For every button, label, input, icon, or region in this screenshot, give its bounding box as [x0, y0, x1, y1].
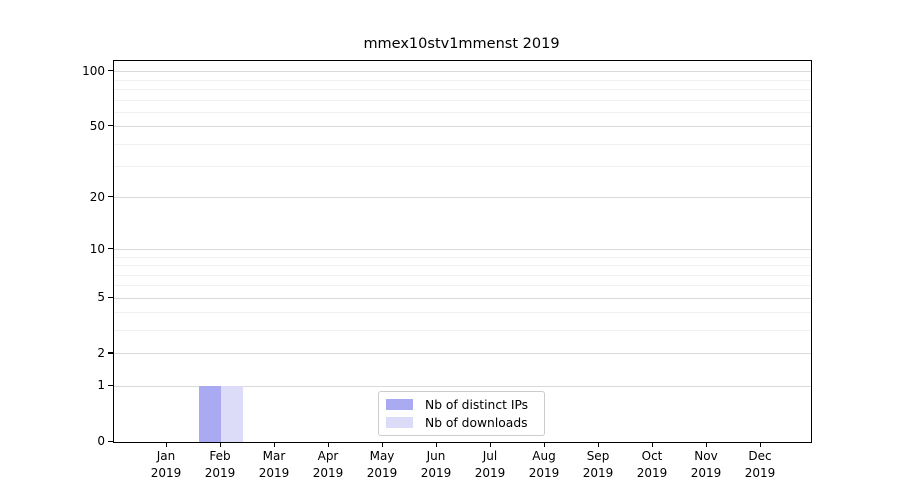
legend-swatch-distinct-ips-icon — [386, 399, 413, 410]
y-major-gridline — [114, 197, 811, 199]
x-axis-tick — [759, 442, 761, 447]
y-minor-gridline — [114, 143, 811, 145]
x-axis-tick — [651, 442, 653, 447]
x-tick-label: Dec 2019 — [744, 449, 776, 480]
bar-distinct-ips — [199, 386, 221, 442]
y-tick-label: 50 — [89, 118, 105, 133]
y-major-gridline — [114, 385, 811, 387]
y-minor-gridline — [114, 99, 811, 101]
x-axis-tick — [219, 442, 221, 447]
y-tick-label: 1 — [97, 378, 105, 393]
x-axis-tick — [381, 442, 383, 447]
y-minor-gridline — [114, 88, 811, 90]
x-axis-tick — [165, 442, 167, 447]
plot-area: Nb of distinct IPs Nb of downloads — [113, 60, 812, 443]
y-axis-tick — [108, 248, 113, 250]
y-tick-label: 0 — [97, 434, 105, 448]
x-axis-tick — [489, 442, 491, 447]
y-major-gridline — [114, 297, 811, 299]
y-axis-tick — [108, 440, 113, 442]
x-tick-label: Feb 2019 — [204, 449, 236, 480]
y-minor-gridline — [114, 111, 811, 113]
y-major-gridline — [114, 71, 811, 73]
y-tick-label: 5 — [97, 290, 105, 305]
y-tick-label: 2 — [97, 345, 105, 360]
x-tick-label: May 2019 — [366, 449, 398, 480]
y-axis-tick — [108, 296, 113, 298]
y-major-gridline — [114, 126, 811, 128]
y-minor-gridline — [114, 265, 811, 267]
x-axis-tick — [273, 442, 275, 447]
x-axis-tick — [435, 442, 437, 447]
y-minor-gridline — [114, 256, 811, 258]
y-minor-gridline — [114, 330, 811, 332]
y-tick-label: 100 — [82, 63, 105, 78]
y-tick-label: 10 — [89, 241, 105, 256]
y-minor-gridline — [114, 312, 811, 314]
legend: Nb of distinct IPs Nb of downloads — [378, 391, 545, 436]
y-axis-tick — [108, 352, 113, 354]
y-major-gridline — [114, 353, 811, 355]
bar-downloads — [221, 386, 243, 442]
x-axis-tick — [705, 442, 707, 447]
y-axis-tick — [108, 384, 113, 387]
x-tick-label: Jan 2019 — [150, 449, 182, 480]
y-tick-label: 20 — [89, 189, 105, 204]
chart-title: mmex10stv1mmenst 2019 — [363, 36, 560, 52]
legend-label-distinct-ips: Nb of distinct IPs — [425, 397, 529, 412]
legend-item-downloads: Nb of downloads — [386, 416, 544, 430]
x-tick-label: Mar 2019 — [258, 449, 290, 480]
y-axis-tick — [108, 125, 113, 127]
x-tick-label: Jul 2019 — [474, 449, 506, 480]
x-axis-tick — [543, 442, 545, 447]
x-tick-label: Oct 2019 — [636, 449, 668, 480]
y-minor-gridline — [114, 166, 811, 168]
x-tick-label: Nov 2019 — [690, 449, 722, 480]
y-major-gridline — [114, 249, 811, 251]
y-minor-gridline — [114, 285, 811, 287]
plot-canvas — [114, 61, 811, 442]
legend-swatch-downloads-icon — [386, 417, 413, 428]
x-tick-label: Jun 2019 — [420, 449, 452, 480]
x-axis-tick — [327, 442, 329, 447]
y-minor-gridline — [114, 79, 811, 81]
x-tick-label: Apr 2019 — [312, 449, 344, 480]
y-axis-tick — [108, 70, 113, 72]
legend-item-distinct-ips: Nb of distinct IPs — [386, 398, 544, 412]
x-tick-label: Aug 2019 — [528, 449, 560, 480]
x-axis-tick — [597, 442, 599, 447]
x-tick-label: Sep 2019 — [582, 449, 614, 480]
y-minor-gridline — [114, 274, 811, 276]
y-axis-tick — [108, 196, 113, 198]
legend-label-downloads: Nb of downloads — [425, 415, 528, 430]
